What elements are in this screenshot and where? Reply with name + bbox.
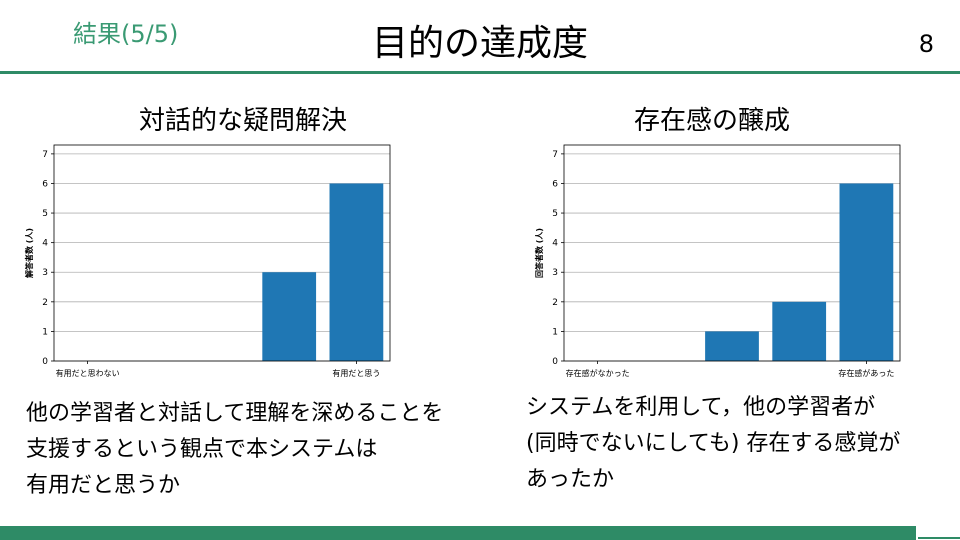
plot-frame [53,144,391,362]
page-number: 8 [918,30,934,58]
chart-title-dialogue: 対話的な疑問解決 [138,106,347,136]
y-tick-label: 2 [42,298,48,308]
question-line: 他の学習者と対話して理解を深めることを [26,401,444,426]
y-tick-label: 7 [42,150,48,160]
y-axis-label: 解答者数 (人) [24,228,34,278]
section-label: 結果(5/5) [73,20,179,48]
question-line: あったか [526,467,615,492]
y-tick-label: 4 [552,239,558,249]
slide-title: 目的の達成度 [371,23,588,64]
plot-frame [563,144,901,362]
y-tick-label: 1 [42,327,48,337]
question-line: 支援するという観点で本システムは [26,437,378,462]
footer-bar [0,526,916,540]
x-tick-label: 有用だと思う [332,368,380,378]
y-tick-label: 6 [552,179,558,189]
x-tick-label: 存在感がなかった [566,368,630,378]
header-divider [0,71,960,74]
y-tick-label: 5 [42,209,48,219]
bar [839,183,894,361]
y-tick-label: 3 [42,268,48,278]
footer-rule [918,537,960,539]
x-tick-label: 有用だと思わない [56,368,120,378]
bar-chart-dialogue: 0 1 2 3 4 5 6 7 有用だと思わない 有用だと思う 解答者数 (人) [24,144,391,378]
bar [772,301,827,361]
y-tick-label: 1 [552,327,558,337]
y-tick-label: 2 [552,298,558,308]
y-tick-label: 0 [552,357,558,367]
y-tick-label: 5 [552,209,558,219]
bar-chart-presence: 0 1 2 3 4 5 6 7 存在感がなかった 存在感があった 回答者数 (人) [534,144,901,378]
y-tick-label: 7 [552,150,558,160]
y-tick-label: 4 [42,239,48,249]
chart-title-presence: 存在感の醸成 [633,106,790,136]
question-text-dialogue: 他の学習者と対話して理解を深めることを 支援するという観点で本システムは 有用だ… [26,396,443,504]
bar [705,331,759,361]
y-axis-label: 回答者数 (人) [534,228,544,278]
bar [329,183,384,361]
y-tick-label: 3 [552,268,558,278]
question-line: (同時でないにしても) 存在する感覚が [526,431,901,456]
y-tick-label: 0 [42,357,48,367]
question-line: 有用だと思うか [26,473,181,498]
question-line: システムを利用して，他の学習者が [526,395,876,420]
question-text-presence: システムを利用して，他の学習者が (同時でないにしても) 存在する感覚が あった… [526,390,900,498]
y-tick-label: 6 [42,179,48,189]
bar [262,272,317,361]
x-tick-label: 存在感があった [838,368,894,378]
